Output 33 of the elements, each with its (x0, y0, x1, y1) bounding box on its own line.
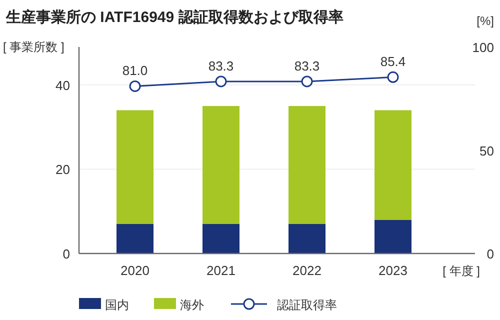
data-label: 85.4 (380, 54, 406, 70)
y-tick-label: 20 (56, 162, 70, 178)
bar (202, 224, 240, 254)
x-tick-label: 2020 (120, 263, 150, 278)
data-label: 83.3 (294, 58, 320, 74)
bar (374, 220, 412, 254)
legend-label: 認証取得率 (277, 298, 337, 312)
y-tick-label: 0 (62, 246, 70, 262)
point (387, 71, 399, 83)
y-tick-label: 40 (56, 78, 70, 93)
x-axis-title: [ 年度 ] (442, 264, 480, 278)
y-axis-title: [ 事業所数 ] (3, 40, 64, 54)
point (129, 80, 141, 92)
bar (116, 110, 154, 224)
y2-tick-label: 0 (486, 246, 494, 262)
bar (116, 224, 154, 254)
point (215, 76, 227, 88)
chart-title: 生産事業所の IATF16949 認証取得数および取得率 (5, 8, 344, 26)
x-tick-label: 2022 (292, 263, 322, 278)
y2-tick-label: 100 (472, 40, 494, 55)
legend-label: 海外 (180, 298, 204, 312)
bar (288, 224, 326, 254)
x-tick-label: 2021 (206, 263, 236, 278)
y2-axis-title: [%] (476, 14, 494, 28)
x-tick-label: 2023 (378, 263, 408, 278)
bar (288, 106, 326, 224)
data-label: 81.0 (122, 63, 148, 78)
legend-label: 国内 (105, 298, 129, 312)
data-label: 83.3 (208, 58, 234, 74)
bar (202, 106, 240, 224)
point (301, 76, 313, 88)
bar (374, 110, 412, 220)
y2-tick-label: 50 (480, 143, 494, 158)
